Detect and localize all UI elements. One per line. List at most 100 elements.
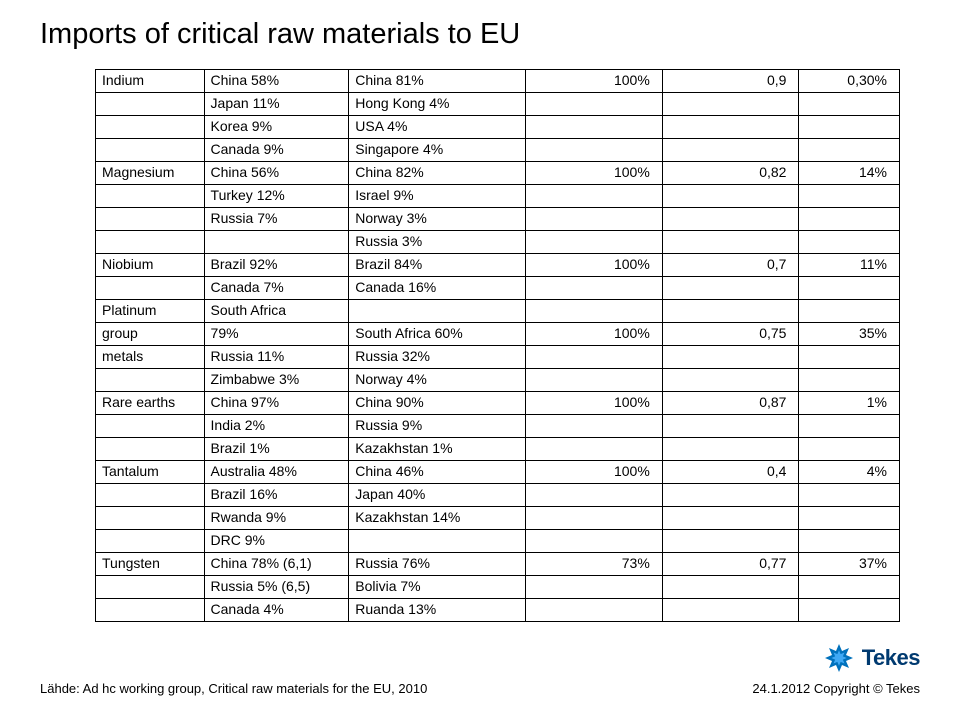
table-cell: 0,82	[662, 162, 799, 185]
table-cell	[526, 415, 663, 438]
table-cell	[96, 116, 205, 139]
table-cell: 11%	[799, 254, 900, 277]
table-cell	[662, 208, 799, 231]
table-cell: 0,77	[662, 553, 799, 576]
footer: Lähde: Ad hc working group, Critical raw…	[40, 641, 920, 696]
table-cell: Brazil 1%	[204, 438, 349, 461]
table-cell: Japan 40%	[349, 484, 526, 507]
table-cell: Russia 7%	[204, 208, 349, 231]
table-cell: 100%	[526, 70, 663, 93]
table-cell: metals	[96, 346, 205, 369]
table-cell: Russia 5% (6,5)	[204, 576, 349, 599]
table-cell: Ruanda 13%	[349, 599, 526, 622]
tekes-logo: Tekes	[822, 641, 920, 675]
table-cell	[526, 576, 663, 599]
materials-table: IndiumChina 58%China 81%100%0,90,30%Japa…	[95, 69, 900, 622]
table-cell	[96, 185, 205, 208]
table-cell: Norway 4%	[349, 369, 526, 392]
source-text: Lähde: Ad hc working group, Critical raw…	[40, 681, 427, 696]
table-cell	[526, 369, 663, 392]
table-cell: Canada 9%	[204, 139, 349, 162]
table-cell: 100%	[526, 323, 663, 346]
table-cell	[96, 530, 205, 553]
table-cell	[96, 277, 205, 300]
table-row: Rwanda 9%Kazakhstan 14%	[96, 507, 900, 530]
table-cell	[526, 300, 663, 323]
table-row: Canada 9%Singapore 4%	[96, 139, 900, 162]
table-cell	[526, 185, 663, 208]
table-cell: China 78% (6,1)	[204, 553, 349, 576]
table-cell: Russia 32%	[349, 346, 526, 369]
table-cell: 0,87	[662, 392, 799, 415]
table-cell	[799, 116, 900, 139]
table-cell	[96, 576, 205, 599]
table-cell: Platinum	[96, 300, 205, 323]
table-body: IndiumChina 58%China 81%100%0,90,30%Japa…	[96, 70, 900, 622]
table-cell	[662, 530, 799, 553]
table-cell	[526, 231, 663, 254]
table-cell	[349, 530, 526, 553]
table-row: Russia 5% (6,5)Bolivia 7%	[96, 576, 900, 599]
table-cell: Singapore 4%	[349, 139, 526, 162]
table-cell	[662, 300, 799, 323]
table-cell	[799, 139, 900, 162]
table-cell: 79%	[204, 323, 349, 346]
table-cell	[799, 530, 900, 553]
table-cell	[799, 507, 900, 530]
table-cell	[799, 438, 900, 461]
table-row: TantalumAustralia 48%China 46%100%0,44%	[96, 461, 900, 484]
table-row: Russia 3%	[96, 231, 900, 254]
table-cell	[526, 139, 663, 162]
table-cell: DRC 9%	[204, 530, 349, 553]
table-cell: Kazakhstan 1%	[349, 438, 526, 461]
table-cell: Russia 76%	[349, 553, 526, 576]
table-cell: Canada 4%	[204, 599, 349, 622]
table-cell	[799, 277, 900, 300]
table-cell: Rwanda 9%	[204, 507, 349, 530]
table-cell: 100%	[526, 162, 663, 185]
table-cell: Russia 9%	[349, 415, 526, 438]
table-cell	[526, 484, 663, 507]
table-row: Canada 4%Ruanda 13%	[96, 599, 900, 622]
table-cell: China 58%	[204, 70, 349, 93]
table-cell	[526, 530, 663, 553]
table-cell: Bolivia 7%	[349, 576, 526, 599]
footer-right: Tekes 24.1.2012 Copyright © Tekes	[752, 641, 920, 696]
table-cell: 4%	[799, 461, 900, 484]
table-cell	[96, 369, 205, 392]
table-cell	[96, 484, 205, 507]
table-cell: India 2%	[204, 415, 349, 438]
table-row: metalsRussia 11%Russia 32%	[96, 346, 900, 369]
table-cell: 0,30%	[799, 70, 900, 93]
table-cell: Niobium	[96, 254, 205, 277]
table-cell	[662, 346, 799, 369]
table-cell: 100%	[526, 461, 663, 484]
table-row: Korea 9%USA 4%	[96, 116, 900, 139]
table-row: Rare earthsChina 97%China 90%100%0,871%	[96, 392, 900, 415]
table-cell	[799, 484, 900, 507]
table-cell	[204, 231, 349, 254]
table-row: Russia 7%Norway 3%	[96, 208, 900, 231]
table-row: NiobiumBrazil 92%Brazil 84%100%0,711%	[96, 254, 900, 277]
table-cell: South Africa 60%	[349, 323, 526, 346]
table-cell: Hong Kong 4%	[349, 93, 526, 116]
copyright-text: 24.1.2012 Copyright © Tekes	[752, 681, 920, 696]
table-cell: Indium	[96, 70, 205, 93]
table-cell	[526, 208, 663, 231]
table-cell	[799, 599, 900, 622]
table-row: Japan 11%Hong Kong 4%	[96, 93, 900, 116]
table-cell: 73%	[526, 553, 663, 576]
table-cell	[799, 93, 900, 116]
table-cell: Russia 3%	[349, 231, 526, 254]
table-cell	[799, 576, 900, 599]
table-cell	[662, 139, 799, 162]
table-cell	[349, 300, 526, 323]
table-cell: Russia 11%	[204, 346, 349, 369]
slide-title: Imports of critical raw materials to EU	[40, 18, 920, 51]
table-cell	[96, 208, 205, 231]
table-cell: group	[96, 323, 205, 346]
asterisk-icon	[822, 641, 856, 675]
table-cell: 100%	[526, 254, 663, 277]
table-cell: China 82%	[349, 162, 526, 185]
table-cell	[526, 438, 663, 461]
